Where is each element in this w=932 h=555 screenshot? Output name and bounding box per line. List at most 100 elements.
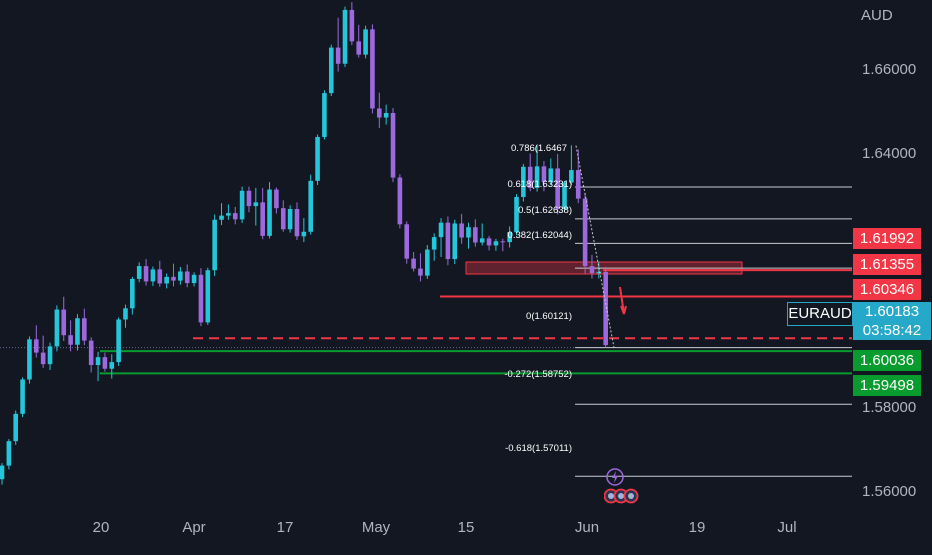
- candle-body: [47, 346, 53, 365]
- candle-body: [500, 241, 506, 243]
- candle-body: [212, 219, 217, 271]
- date-axis-label: 20: [92, 519, 110, 536]
- candle-body: [267, 189, 272, 236]
- candle-body: [322, 93, 327, 137]
- candle-body: [130, 278, 135, 309]
- candle-body: [40, 352, 46, 365]
- candle-body: [431, 237, 437, 250]
- support-price-tag: 1.60036: [853, 350, 921, 371]
- candle-body: [459, 223, 464, 238]
- candle-body: [328, 47, 334, 94]
- candle-body: [34, 339, 39, 353]
- candle-body: [356, 41, 362, 55]
- candle-body: [274, 189, 279, 209]
- candle-body: [178, 271, 183, 281]
- candle-body: [438, 222, 444, 238]
- candle-body: [88, 340, 94, 366]
- price-axis-label: 1.56000: [862, 483, 917, 500]
- event-flag-icons[interactable]: [604, 487, 640, 505]
- candle-body: [335, 47, 341, 64]
- candle-body: [370, 29, 375, 109]
- candle-body: [479, 238, 485, 243]
- date-axis-label: Jul: [777, 519, 797, 536]
- resistance-price-tag: 1.60346: [853, 279, 921, 300]
- candle-body: [377, 108, 382, 118]
- candle-body: [157, 269, 163, 284]
- date-axis-label: Jun: [574, 519, 600, 536]
- candle-body: [61, 309, 67, 336]
- fib-level-label: 0.786(1.6467: [511, 143, 567, 154]
- candle-body: [507, 232, 512, 243]
- candle-body: [452, 223, 458, 260]
- fib-level-label: 0.382(1.62044): [507, 230, 572, 241]
- candle-body: [541, 166, 547, 183]
- candle-body: [75, 318, 80, 345]
- candle-body: [54, 309, 60, 347]
- fib-level-label: -0.272(1.58752): [504, 369, 572, 380]
- date-axis-label: 19: [688, 519, 706, 536]
- candle-body: [534, 166, 540, 188]
- candle-body: [226, 213, 231, 216]
- candle-body: [205, 270, 211, 323]
- date-axis-label: 15: [457, 519, 475, 536]
- candle-body: [109, 362, 115, 369]
- candle-body: [486, 238, 492, 246]
- price-axis-label: 1.58000: [862, 399, 917, 416]
- candle-body: [308, 180, 313, 232]
- candle-body: [411, 258, 416, 269]
- candle-body: [143, 266, 149, 282]
- projection-arrow: [619, 286, 627, 315]
- candle-body: [445, 222, 451, 260]
- current-price-tag: 1.60183 03:58:42: [853, 302, 931, 340]
- candle-body: [95, 357, 101, 366]
- resistance-price-tag: 1.61992: [853, 228, 921, 249]
- candle-body: [191, 274, 197, 284]
- candle-body: [260, 202, 265, 236]
- candle-body: [219, 215, 224, 220]
- candle-body: [562, 182, 567, 209]
- candle-body: [555, 168, 560, 209]
- candle-body: [0, 465, 5, 480]
- candle-body: [596, 271, 602, 274]
- symbol-label: EURAUD: [787, 302, 853, 326]
- candle-body: [521, 166, 526, 197]
- candle-body: [68, 335, 73, 345]
- candle-body: [418, 268, 423, 276]
- price-axis-label: 1.66000: [862, 61, 917, 78]
- candle-body: [280, 208, 286, 230]
- resistance-price-tag: 1.61355: [853, 254, 921, 275]
- candle-body: [116, 319, 121, 363]
- candle-body: [473, 227, 478, 243]
- candle-body: [397, 177, 403, 225]
- price-axis-label: 1.64000: [862, 145, 917, 162]
- candle-body: [13, 413, 19, 442]
- candle-body: [184, 271, 190, 284]
- candle-body: [589, 266, 595, 274]
- candle-body: [150, 269, 156, 282]
- candle-body: [164, 276, 169, 284]
- candle-body: [342, 9, 348, 64]
- candle-body: [239, 190, 245, 220]
- candle-body: [82, 318, 87, 341]
- fib-level-label: 0(1.60121): [526, 311, 572, 322]
- fib-level-label: -0.618(1.57011): [505, 443, 572, 454]
- date-axis-label: May: [361, 519, 391, 536]
- candle-body: [246, 190, 252, 207]
- candle-body: [102, 357, 108, 369]
- candle-body: [6, 441, 12, 466]
- candle-body: [301, 231, 307, 237]
- currency-label: AUD: [861, 7, 893, 24]
- candle-body: [514, 196, 519, 233]
- lightning-icon[interactable]: [606, 468, 624, 486]
- candle-body: [253, 202, 259, 207]
- candle-body: [232, 213, 238, 220]
- fib-level-label: 0.5(1.62638): [518, 205, 572, 216]
- candle-body: [569, 170, 574, 183]
- candle-body: [548, 168, 554, 183]
- candle-body: [363, 29, 368, 55]
- candle-body: [527, 166, 533, 188]
- candle-body: [493, 241, 499, 246]
- candle-body: [390, 112, 396, 178]
